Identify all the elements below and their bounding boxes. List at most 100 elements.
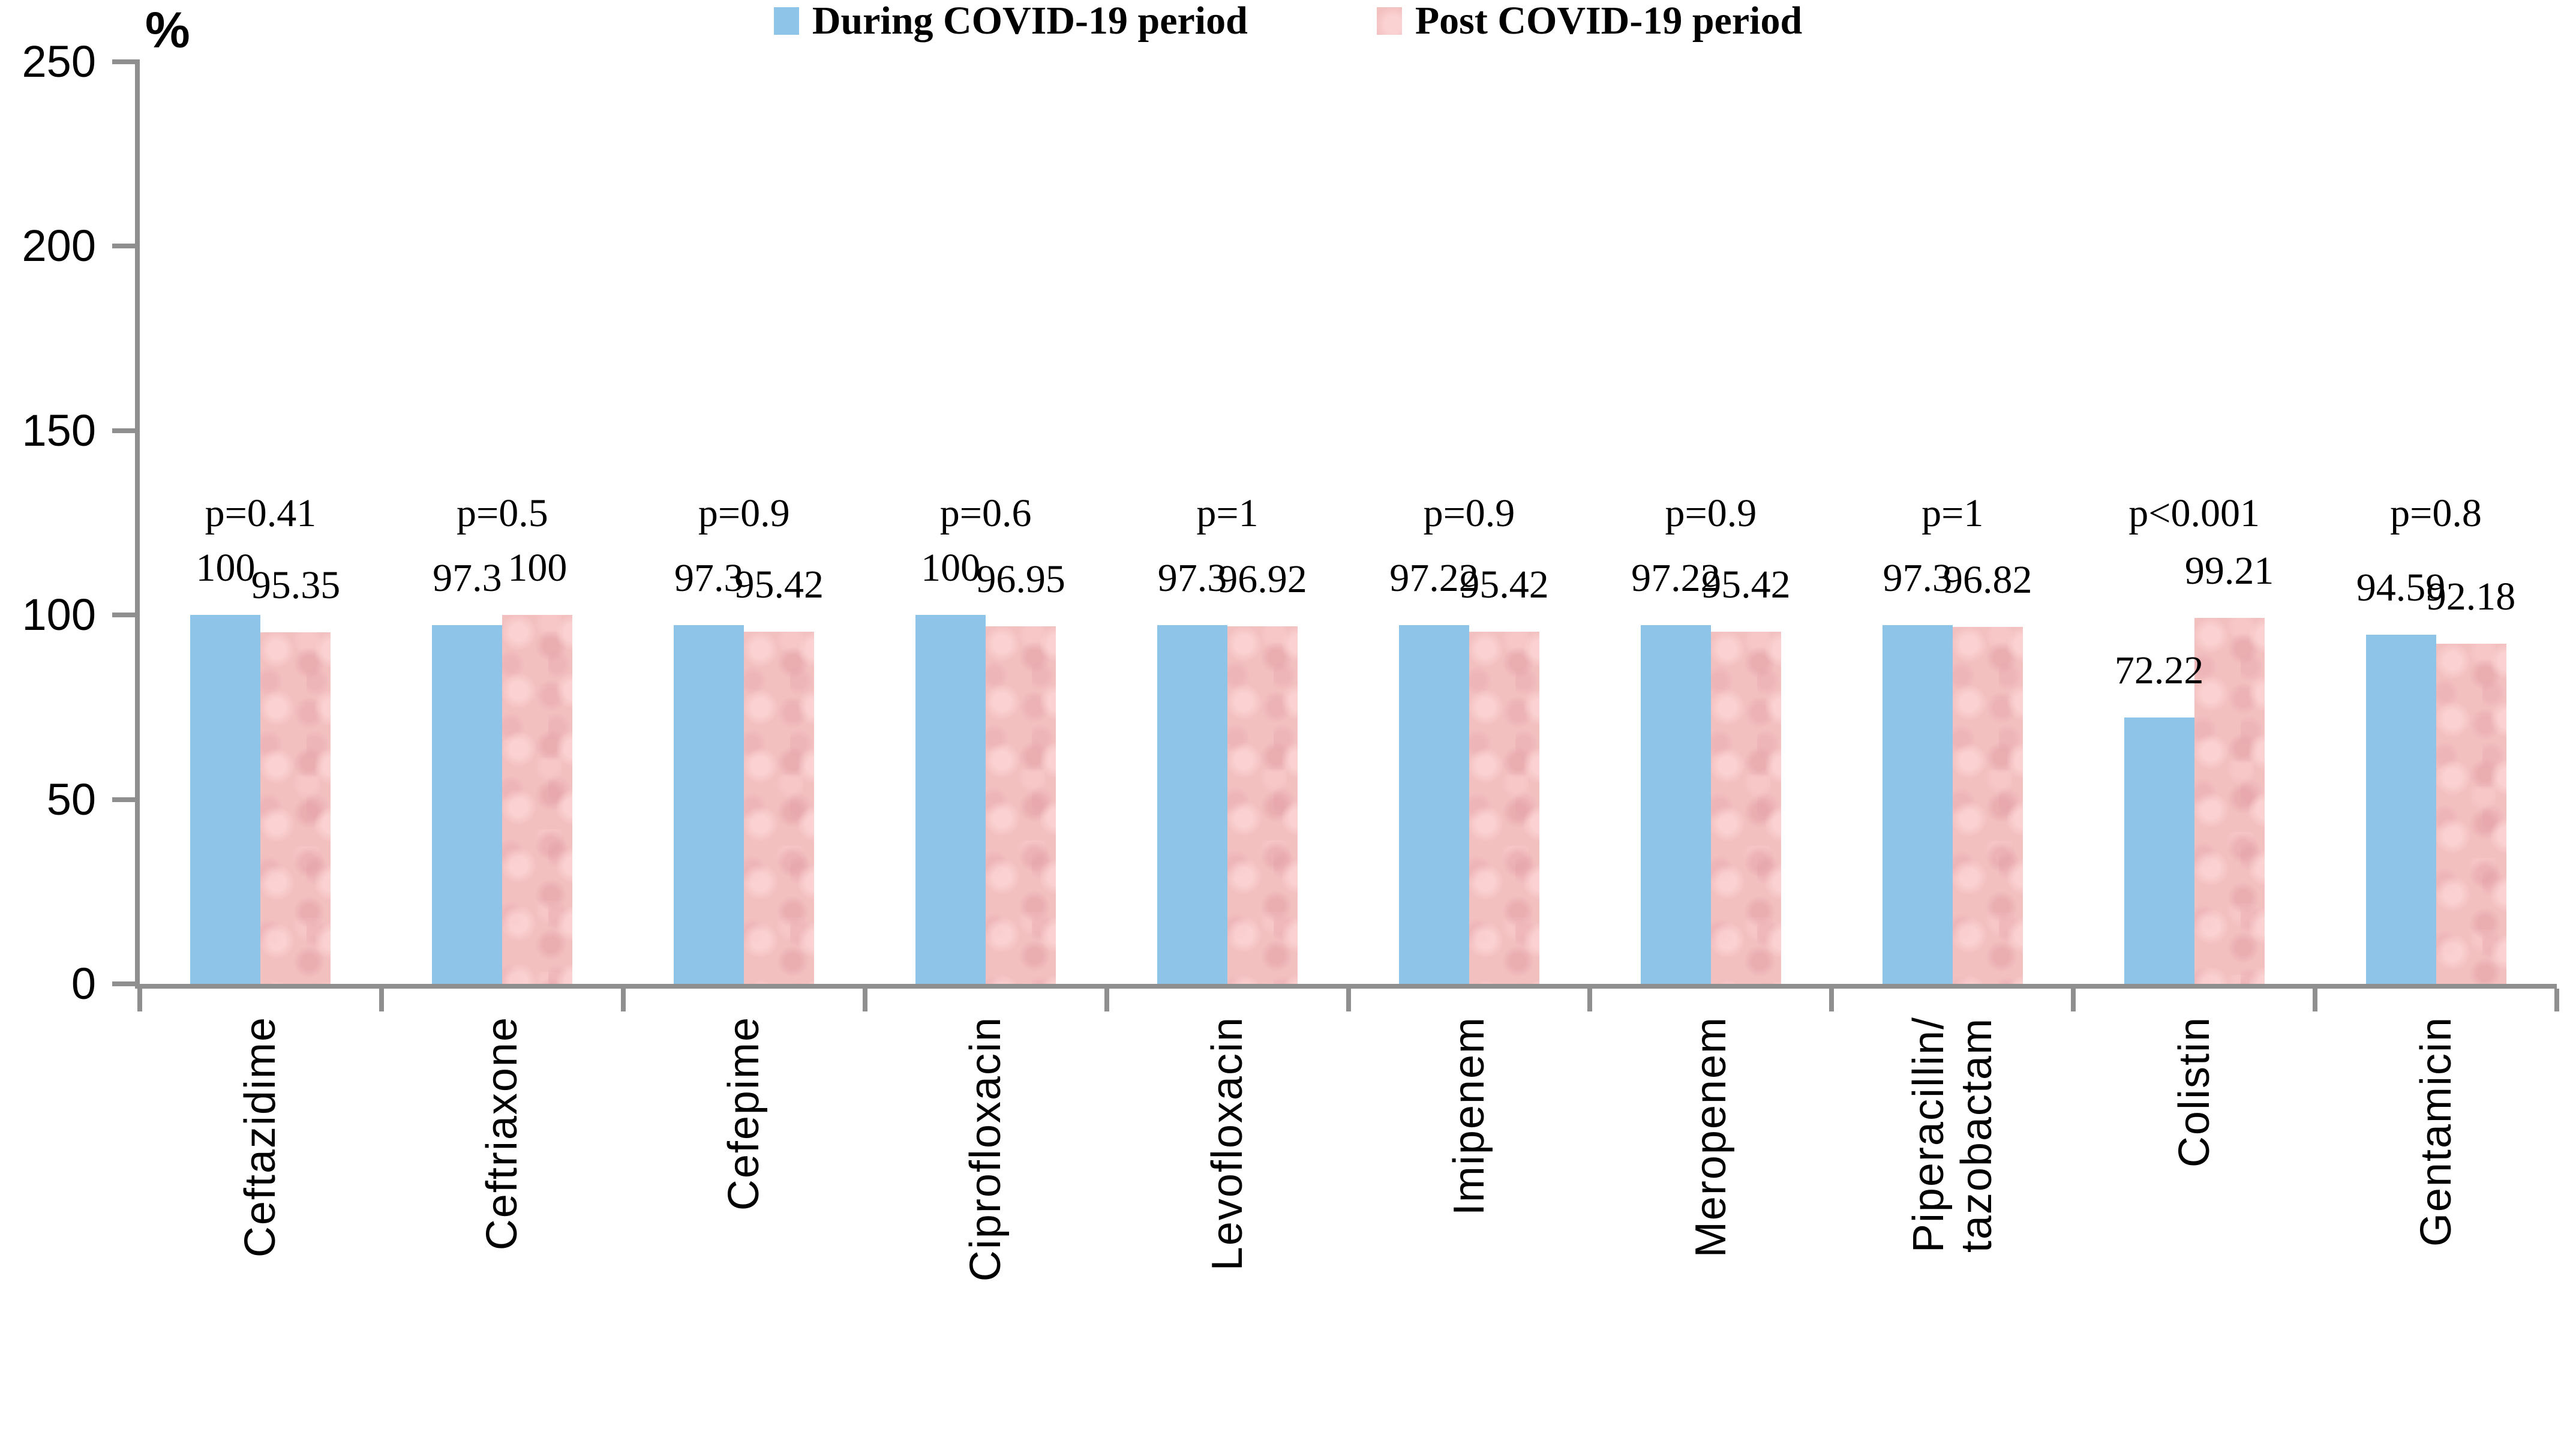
bar-post-covid [502,615,573,984]
x-axis-category-label: Colistin [2170,1016,2218,1170]
bar-during-covid [1640,625,1711,984]
x-axis-category-label: Cefepime [720,1016,768,1214]
bar-during-covid [1882,625,1953,984]
bar-post-covid [260,632,331,984]
legend-item-during: During COVID-19 period [773,0,1248,43]
x-axis-tick [379,989,384,1011]
p-value-label: p=0.9 [1665,491,1757,535]
y-axis-tick [112,981,135,986]
x-axis-tick [1104,989,1109,1011]
p-value-label: p=1 [1196,491,1259,535]
bar-post-covid [1469,632,1539,984]
bar-value-label: 97.3 [433,556,502,600]
y-axis-tick-label: 200 [22,221,96,271]
bar-during-covid [1157,625,1228,984]
x-axis-category-label: Ceftazidime [236,1016,284,1260]
x-axis-line [135,984,2557,989]
y-axis-tick-label: 150 [22,405,96,455]
legend-color-swatch-post [1376,7,1402,35]
bar-during-covid [674,625,744,984]
x-axis-tick [2313,989,2318,1011]
p-value-label: p=0.9 [698,491,790,535]
bar-value-label: 96.95 [976,557,1065,601]
x-axis-tick [2554,989,2559,1011]
y-axis-tick [112,428,135,433]
y-axis-tick-label: 50 [46,774,96,824]
bar-during-covid [915,615,986,984]
bar-during-covid [2365,635,2436,984]
bar-value-label: 95.42 [1701,563,1791,607]
x-axis-tick [1829,989,1835,1011]
x-axis-category-text: Colistin [2170,1016,2218,1168]
bar-during-covid [190,615,261,984]
x-axis-tick [862,989,867,1011]
bar-value-label: 100 [508,546,568,590]
x-axis-category-text: Gentamicin [2412,1016,2460,1247]
p-value-label: p=0.8 [2390,491,2482,535]
bar-value-label: 100 [921,546,981,590]
y-axis-tick-label: 100 [22,590,96,640]
bar-post-covid [1952,626,2023,984]
p-value-label: p=0.5 [456,491,548,535]
p-value-label: p=1 [1922,491,1984,535]
bar-value-label: 92.18 [2426,575,2516,619]
bar-post-covid [1710,632,1781,984]
x-axis-category-text: Ciprofloxacin [962,1016,1010,1282]
bar-post-covid [986,626,1056,984]
p-value-label: p=0.6 [939,491,1032,535]
bar-during-covid [432,625,503,984]
y-axis-line [135,59,140,984]
x-axis-category-text: Levofloxacin [1203,1016,1252,1271]
x-axis-category-label: Levofloxacin [1203,1016,1251,1274]
x-axis-tick [620,989,626,1011]
bar-value-label: 97.22 [1631,556,1721,601]
bar-post-covid [1227,626,1298,984]
x-axis-category-label: Ciprofloxacin [962,1016,1010,1284]
legend-label-during: During COVID-19 period [812,0,1248,43]
bar-during-covid [2124,717,2194,984]
y-axis-tick [112,244,135,249]
y-axis-tick [112,613,135,618]
x-axis-category-text: Piperacillin/ tazobactam [1904,1016,2001,1253]
x-axis-category-label: Imipenem [1445,1016,1493,1218]
bar-value-label: 97.3 [674,556,744,600]
bar-value-label: 95.42 [1460,563,1549,607]
x-axis-tick [137,989,142,1011]
x-axis-tick [1587,989,1593,1011]
x-axis-category-label: Ceftriaxone [478,1016,526,1253]
bar-value-label: 95.42 [734,563,824,607]
bar-value-label: 96.92 [1218,557,1307,602]
x-axis-category-label: Piperacillin/ tazobactam [1905,1016,2001,1256]
bar-post-covid [2436,644,2506,984]
x-axis-category-text: Meropenem [1686,1016,1735,1258]
x-axis-category-text: Cefepime [720,1016,768,1211]
p-value-label: p=0.41 [205,491,317,535]
x-axis-tick [2071,989,2076,1011]
legend: During COVID-19 period Post COVID-19 per… [0,0,2576,42]
x-axis-category-text: Imipenem [1445,1016,1493,1216]
bar-during-covid [1398,625,1469,984]
x-axis-tick [1346,989,1351,1011]
bar-value-label: 97.3 [1883,556,1953,600]
bar-value-label: 72.22 [2114,648,2204,692]
y-axis-tick-label: 0 [71,959,96,1008]
x-axis-category-text: Ceftazidime [236,1016,285,1258]
y-axis-tick-label: 250 [22,37,96,86]
bar-post-covid [744,632,815,984]
x-axis-category-label: Meropenem [1687,1016,1735,1260]
bar-value-label: 94.59 [2356,566,2446,610]
y-axis-tick [112,59,135,64]
bar-value-label: 97.22 [1389,556,1479,601]
y-axis-tick [112,797,135,802]
x-axis-category-text: Ceftriaxone [478,1016,527,1251]
y-axis-unit-label: % [145,2,190,58]
bar-value-label: 97.3 [1157,556,1227,600]
p-value-label: p<0.001 [2128,491,2260,535]
legend-item-post: Post COVID-19 period [1376,0,1802,42]
legend-color-swatch-during [773,7,799,35]
bar-post-covid [2194,618,2265,984]
x-axis-category-label: Gentamicin [2412,1016,2460,1250]
bar-value-label: 100 [196,546,256,590]
p-value-label: p=0.9 [1423,491,1515,535]
